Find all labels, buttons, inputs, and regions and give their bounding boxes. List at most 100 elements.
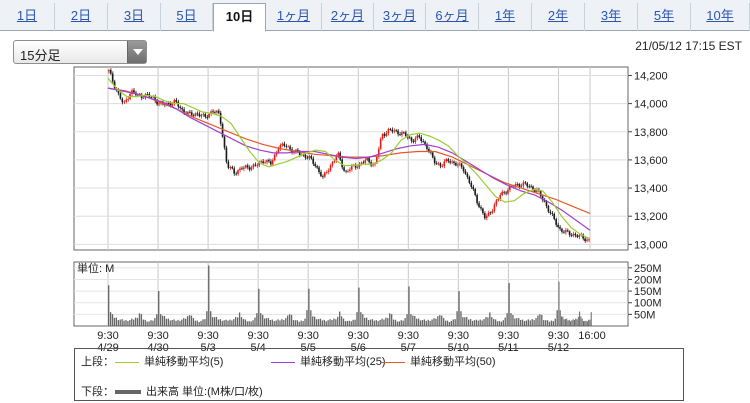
volume-bar xyxy=(252,320,254,326)
volume-bar xyxy=(573,320,575,326)
volume-bar xyxy=(323,319,325,326)
candle-body xyxy=(223,136,226,148)
candle-body xyxy=(474,189,476,196)
tab-12[interactable]: 3年 xyxy=(585,3,638,31)
volume-bar xyxy=(360,312,362,326)
candle-body xyxy=(514,184,517,187)
volume-bar xyxy=(392,319,395,326)
candle-body xyxy=(119,93,122,99)
candle-body xyxy=(561,228,563,232)
volume-bar xyxy=(508,282,510,326)
candle-body xyxy=(568,231,571,235)
candle-body xyxy=(250,167,253,170)
volume-bar xyxy=(262,314,264,326)
candle-body xyxy=(343,167,345,171)
candle-body xyxy=(287,146,289,148)
volume-bar xyxy=(479,319,481,326)
volume-bar xyxy=(383,319,385,326)
ma5-swatch xyxy=(115,361,139,363)
volume-bar xyxy=(404,318,406,326)
volume-bar xyxy=(577,316,579,326)
volume-bar xyxy=(506,313,508,326)
ma25-line xyxy=(107,87,591,231)
volume-bar xyxy=(566,318,568,326)
candle-body xyxy=(358,163,361,168)
candle-body xyxy=(314,163,316,167)
tab-4[interactable]: 5日 xyxy=(161,3,213,31)
candle-body xyxy=(308,156,311,158)
volume-bar xyxy=(113,317,116,326)
candle-body xyxy=(414,138,417,142)
volume-bar xyxy=(519,320,522,326)
volume-bar xyxy=(352,319,354,326)
candle-body xyxy=(449,161,451,163)
candle-body xyxy=(347,170,349,172)
candle-body xyxy=(177,101,180,107)
volume-bar xyxy=(181,319,183,326)
candle-body xyxy=(217,110,220,113)
candle-body xyxy=(455,162,457,166)
candle-body xyxy=(225,147,228,162)
interval-select[interactable]: 15分足 xyxy=(13,40,147,64)
ma5-line xyxy=(107,77,591,240)
candle-body xyxy=(512,186,515,188)
candle-body xyxy=(570,235,573,236)
volume-bar xyxy=(439,315,441,326)
volume-bar xyxy=(416,318,418,326)
volume-bar xyxy=(275,320,277,326)
candle-body xyxy=(306,157,309,159)
x-time-label: 9:30 xyxy=(548,330,569,342)
tab-11[interactable]: 2年 xyxy=(532,3,585,31)
tab-1[interactable]: 1日 xyxy=(0,3,55,31)
volume-bar xyxy=(364,317,366,326)
candle-body xyxy=(260,161,262,163)
volume-bar xyxy=(467,319,470,326)
tab-7[interactable]: 2ヶ月 xyxy=(322,3,374,31)
candle-body xyxy=(530,186,532,188)
volume-bar xyxy=(435,318,437,326)
candle-body xyxy=(393,130,395,132)
candle-body xyxy=(133,90,135,93)
volume-tick-label: 250M xyxy=(634,263,662,275)
volume-bar xyxy=(575,318,577,326)
candle-body xyxy=(468,176,471,183)
tab-2[interactable]: 2日 xyxy=(55,3,108,31)
candle-body xyxy=(264,162,266,164)
price-tick-label: 14,200 xyxy=(634,70,668,82)
candle-body xyxy=(266,160,268,163)
volume-bar xyxy=(564,319,566,326)
candle-body xyxy=(368,157,370,163)
tab-13[interactable]: 5年 xyxy=(638,3,691,31)
chevron-down-icon[interactable] xyxy=(127,41,146,63)
tab-3[interactable]: 3日 xyxy=(108,3,161,31)
volume-bar xyxy=(462,317,464,326)
volume-bar xyxy=(408,286,410,326)
candle-body xyxy=(304,154,307,158)
price-tick-label: 13,200 xyxy=(634,211,668,223)
volume-bar xyxy=(481,320,483,326)
volume-bar xyxy=(138,313,141,326)
candle-body xyxy=(190,112,193,116)
tab-5[interactable]: 10日 xyxy=(213,3,266,32)
candle-body xyxy=(410,137,413,141)
volume-bar xyxy=(406,314,408,326)
volume-bar xyxy=(219,319,221,326)
volume-bar xyxy=(525,320,528,326)
x-time-label: 9:30 xyxy=(398,330,419,342)
price-tick-label: 14,000 xyxy=(634,99,668,111)
tab-10[interactable]: 1年 xyxy=(479,3,532,31)
volume-bar xyxy=(125,320,127,326)
volume-bar xyxy=(183,318,185,326)
tab-8[interactable]: 3ヶ月 xyxy=(374,3,426,31)
volume-bar xyxy=(460,311,462,326)
candle-body xyxy=(241,168,243,170)
candle-body xyxy=(179,106,181,108)
volume-bar xyxy=(580,316,582,326)
candle-body xyxy=(497,198,500,201)
tab-9[interactable]: 6ヶ月 xyxy=(426,3,479,31)
candle-body xyxy=(375,156,378,164)
volume-bar xyxy=(175,320,177,326)
tab-6[interactable]: 1ヶ月 xyxy=(266,3,322,31)
volume-bar xyxy=(466,317,468,326)
